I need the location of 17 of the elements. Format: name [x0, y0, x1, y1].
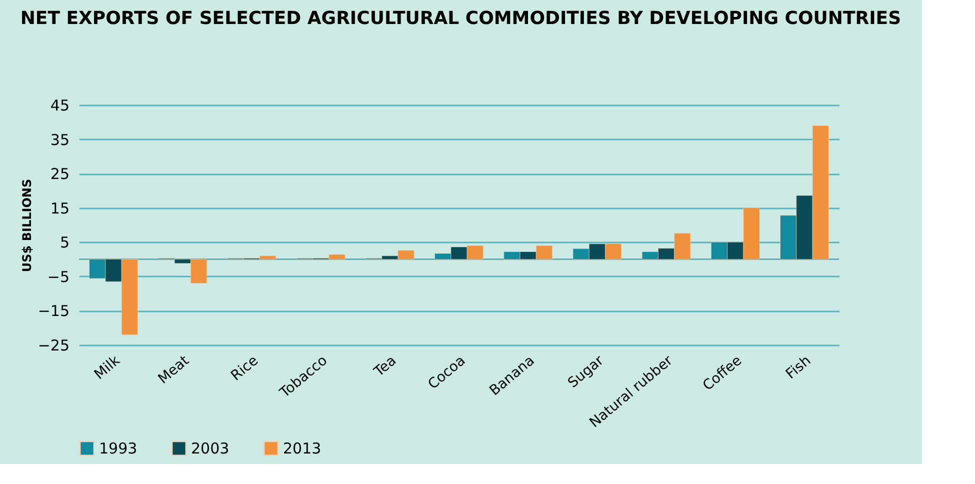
- y-axis-title: US$ BILLIONS: [20, 178, 34, 272]
- y-tick-label: 15: [50, 199, 70, 218]
- y-tick-label: 45: [50, 96, 70, 114]
- y-tick-label: −5: [47, 268, 70, 286]
- x-tick-label: Milk: [91, 352, 124, 383]
- x-tick-label: Rice: [228, 352, 262, 384]
- legend-label: 1993: [99, 439, 138, 458]
- x-tick-label: Fish: [783, 352, 814, 382]
- legend-label: 2003: [191, 439, 230, 458]
- legend-label: 2013: [283, 439, 322, 458]
- x-tick-label: Tea: [370, 352, 400, 381]
- y-tick-label: 25: [50, 165, 70, 184]
- y-tick-label: −25: [38, 336, 70, 354]
- y-tick-label: 5: [60, 234, 70, 252]
- y-tick-label: −15: [38, 302, 70, 320]
- chart-title: NET EXPORTS OF SELECTED AGRICULTURAL COMMODITIES BY DEVELOPING COUNTRIES: [20, 8, 902, 29]
- y-tick-label: 35: [50, 130, 70, 149]
